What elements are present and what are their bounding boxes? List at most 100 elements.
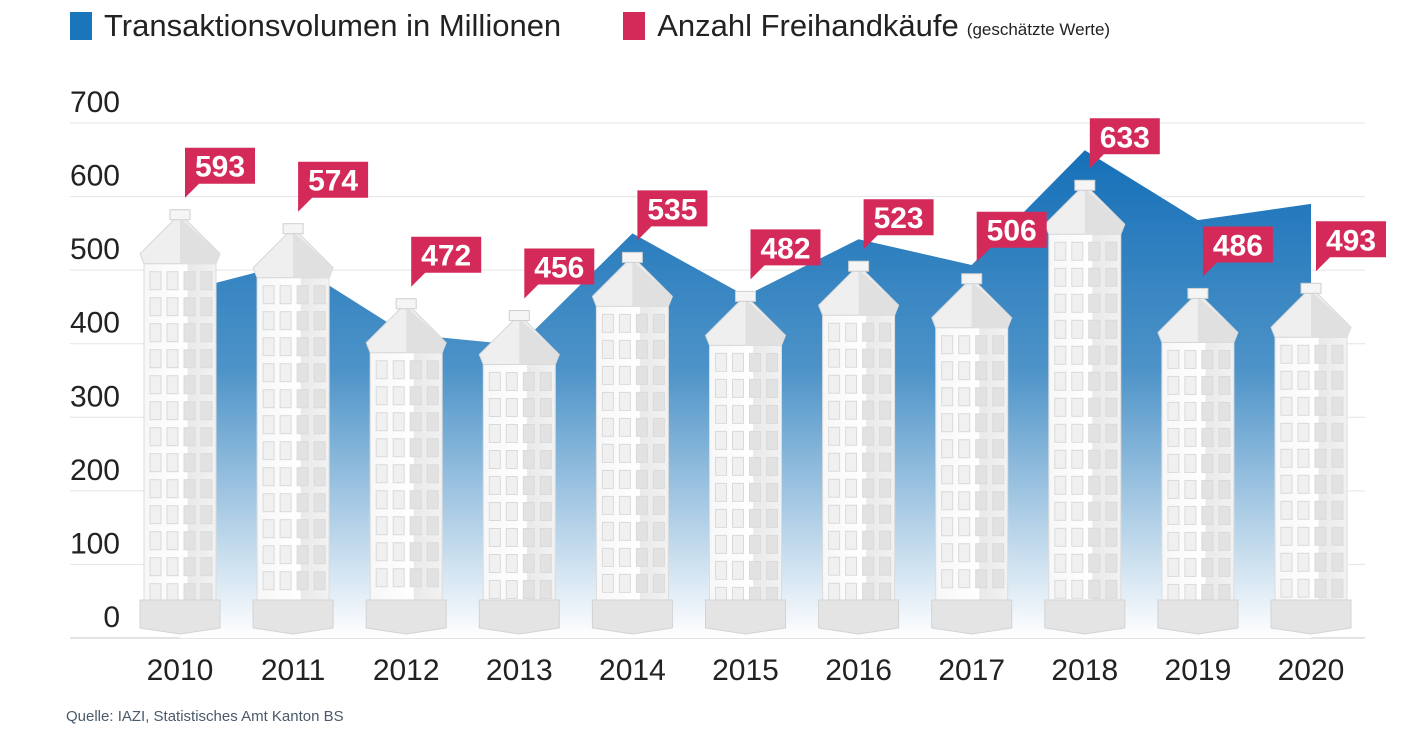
building-window	[1218, 427, 1231, 447]
building-window	[845, 504, 858, 524]
building-window	[845, 348, 858, 368]
building-window	[652, 547, 665, 567]
building-plinth	[1044, 599, 1126, 635]
building-window	[975, 387, 988, 407]
building-window	[1280, 552, 1293, 572]
building-window	[635, 313, 648, 333]
building-window	[1071, 397, 1084, 417]
building-window	[166, 453, 179, 473]
count-label-box	[976, 211, 1047, 262]
building-window	[749, 430, 761, 450]
building-window	[262, 415, 275, 435]
building-bar	[1157, 287, 1239, 635]
building-chimney	[1300, 282, 1322, 294]
building-window	[941, 465, 954, 485]
building-window	[313, 337, 326, 357]
legend-item-volume: Transaktionsvolumen in Millionen	[70, 8, 561, 44]
building-window	[828, 504, 841, 524]
building-bar	[818, 260, 900, 635]
count-label-box	[863, 199, 934, 250]
building-window	[862, 400, 875, 420]
building-window	[862, 478, 875, 498]
building-window	[1184, 505, 1197, 525]
building-window	[1201, 427, 1214, 447]
building-window	[262, 571, 275, 591]
building-window	[732, 482, 744, 502]
building-window	[1054, 319, 1067, 339]
building-window	[1088, 241, 1101, 261]
building-chimney	[848, 260, 870, 272]
building-window	[200, 583, 213, 603]
x-tick-label: 2010	[147, 654, 214, 687]
building-bar	[365, 298, 447, 635]
building-window	[1280, 526, 1293, 546]
building-window	[1184, 557, 1197, 577]
building-window	[1105, 449, 1118, 469]
building-window	[635, 521, 648, 541]
building-window	[183, 531, 196, 551]
building-window	[652, 469, 665, 489]
building-window	[732, 534, 744, 554]
count-data-label: 535	[647, 193, 697, 226]
building-bar	[478, 310, 560, 635]
building-roof-shade	[293, 231, 334, 278]
building-window	[522, 502, 535, 522]
building-window	[618, 417, 631, 437]
building-window	[409, 386, 422, 406]
x-tick-label: 2012	[373, 654, 440, 687]
building-window	[975, 439, 988, 459]
building-window	[958, 543, 971, 563]
building-window	[1218, 401, 1231, 421]
building-window	[1314, 396, 1327, 416]
building-window	[262, 467, 275, 487]
building-window	[862, 530, 875, 550]
building-window	[1331, 448, 1344, 468]
building-window	[166, 505, 179, 525]
building-window	[426, 386, 439, 406]
building-window	[149, 427, 162, 447]
building-window	[862, 452, 875, 472]
building-window	[941, 543, 954, 563]
building-window	[1297, 396, 1310, 416]
building-window	[1105, 319, 1118, 339]
building-window	[149, 583, 162, 603]
building-window	[1331, 344, 1344, 364]
building-window	[1054, 345, 1067, 365]
building-window	[392, 412, 405, 432]
building-window	[296, 519, 309, 539]
building-window	[488, 372, 501, 392]
building-window	[1201, 453, 1214, 473]
building-window	[618, 339, 631, 359]
building-window	[1280, 474, 1293, 494]
building-window	[539, 580, 552, 600]
building-window	[1280, 344, 1293, 364]
building-window	[488, 528, 501, 548]
count-data-label: 482	[760, 232, 810, 265]
building-window	[426, 438, 439, 458]
building-window	[975, 413, 988, 433]
building-window	[1054, 553, 1067, 573]
building-window	[879, 452, 892, 472]
building-window	[732, 404, 744, 424]
building-window	[652, 443, 665, 463]
building-window	[1297, 422, 1310, 442]
building-window	[279, 363, 292, 383]
building-roof-shade	[971, 281, 1012, 328]
y-tick-label: 300	[70, 380, 120, 413]
building-window	[958, 569, 971, 589]
x-tick-label: 2020	[1278, 654, 1345, 687]
y-tick-label: 600	[70, 160, 120, 193]
building-window	[1105, 371, 1118, 391]
building-window	[1071, 423, 1084, 443]
building-window	[1218, 479, 1231, 499]
building-window	[149, 453, 162, 473]
building-window	[522, 528, 535, 548]
building-window	[958, 439, 971, 459]
building-window	[749, 404, 761, 424]
building-window	[262, 519, 275, 539]
building-window	[601, 313, 614, 333]
building-window	[1314, 578, 1327, 598]
building-window	[183, 401, 196, 421]
building-window	[1297, 370, 1310, 390]
building-window	[975, 361, 988, 381]
